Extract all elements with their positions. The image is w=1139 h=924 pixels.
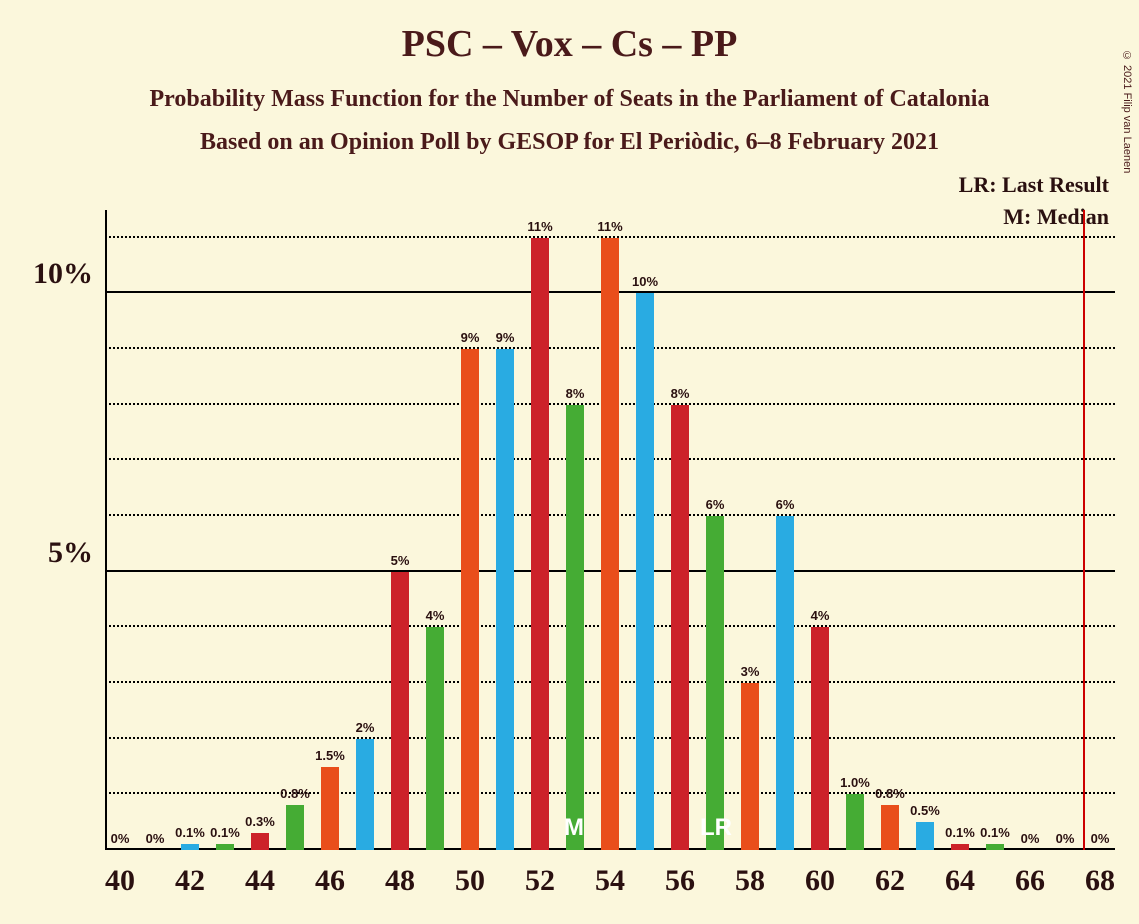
bar-value-label: 9% — [461, 330, 480, 345]
x-axis-label: 66 — [1015, 864, 1045, 898]
x-axis-label: 50 — [455, 864, 485, 898]
bar-value-label: 10% — [632, 274, 658, 289]
bar — [601, 238, 619, 850]
bar — [286, 805, 304, 850]
bar — [916, 822, 934, 850]
bar-value-label: 11% — [597, 219, 622, 234]
bar-value-label: 9% — [496, 330, 515, 345]
bar-value-label: 0.5% — [910, 803, 940, 818]
x-axis-label: 42 — [175, 864, 205, 898]
bar-value-label: 1.5% — [315, 748, 345, 763]
bar — [531, 238, 549, 850]
bar-value-label: 0% — [1021, 831, 1040, 846]
bar — [461, 349, 479, 850]
plot-area: 5%10%4042444648505254565860626466680%0%0… — [105, 210, 1115, 850]
bar — [496, 349, 514, 850]
bar — [321, 767, 339, 850]
bar-value-label: 6% — [776, 497, 795, 512]
bar — [846, 794, 864, 850]
bar-value-label: 0.8% — [875, 786, 905, 801]
x-axis-label: 44 — [245, 864, 275, 898]
bar — [181, 844, 199, 850]
chart-subtitle-1: Probability Mass Function for the Number… — [0, 66, 1139, 113]
last-result-marker: LR — [700, 814, 732, 842]
x-axis-label: 48 — [385, 864, 415, 898]
y-axis-label: 5% — [48, 536, 93, 570]
bar — [776, 516, 794, 850]
chart-subtitle-2: Based on an Opinion Poll by GESOP for El… — [0, 113, 1139, 156]
copyright-text: © 2021 Filip van Laenen — [1121, 50, 1133, 173]
bar — [706, 516, 724, 850]
bar — [881, 805, 899, 850]
bar — [566, 405, 584, 850]
x-axis-label: 52 — [525, 864, 555, 898]
bar-value-label: 0.1% — [175, 825, 205, 840]
bar-value-label: 8% — [566, 386, 585, 401]
bar-value-label: 0.1% — [210, 825, 240, 840]
x-axis-label: 60 — [805, 864, 835, 898]
bar-value-label: 2% — [356, 720, 375, 735]
bar — [426, 627, 444, 850]
bar — [741, 683, 759, 850]
bar — [356, 739, 374, 850]
bar-value-label: 5% — [391, 553, 410, 568]
bar — [986, 844, 1004, 850]
x-axis-label: 64 — [945, 864, 975, 898]
bar-value-label: 0.8% — [280, 786, 310, 801]
x-axis-label: 56 — [665, 864, 695, 898]
bar — [671, 405, 689, 850]
chart-title: PSC – Vox – Cs – PP — [0, 0, 1139, 66]
bar-value-label: 0.3% — [245, 814, 275, 829]
bar-value-label: 0% — [111, 831, 130, 846]
bar-value-label: 0.1% — [945, 825, 975, 840]
bar-value-label: 0% — [1091, 831, 1110, 846]
bar-value-label: 0% — [1056, 831, 1075, 846]
bar-value-label: 0% — [146, 831, 165, 846]
bar-value-label: 0.1% — [980, 825, 1010, 840]
legend-last-result: LR: Last Result — [959, 172, 1109, 198]
bar-value-label: 4% — [811, 608, 830, 623]
bar — [811, 627, 829, 850]
bar — [251, 833, 269, 850]
x-axis-label: 54 — [595, 864, 625, 898]
majority-line — [1083, 210, 1085, 850]
bar — [216, 844, 234, 850]
bar-value-label: 1.0% — [840, 775, 870, 790]
bar — [636, 293, 654, 850]
bar — [391, 572, 409, 850]
median-marker: M — [564, 814, 584, 842]
y-axis-line — [105, 210, 107, 850]
x-axis-label: 68 — [1085, 864, 1115, 898]
bar — [951, 844, 969, 850]
bar-value-label: 4% — [426, 608, 445, 623]
chart-container: PSC – Vox – Cs – PP Probability Mass Fun… — [0, 0, 1139, 924]
y-axis-label: 10% — [33, 257, 93, 291]
x-axis-label: 40 — [105, 864, 135, 898]
bar-value-label: 3% — [741, 664, 760, 679]
x-axis-label: 46 — [315, 864, 345, 898]
x-axis-label: 62 — [875, 864, 905, 898]
bar-value-label: 11% — [527, 219, 552, 234]
x-axis-label: 58 — [735, 864, 765, 898]
bar-value-label: 8% — [671, 386, 690, 401]
bar-value-label: 6% — [706, 497, 725, 512]
